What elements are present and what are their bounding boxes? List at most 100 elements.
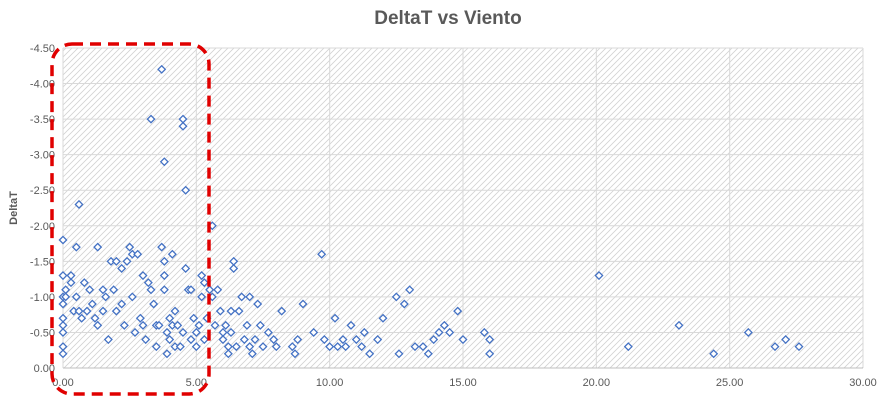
data-point — [439, 320, 449, 330]
data-point — [263, 327, 273, 337]
data-point — [58, 327, 68, 337]
data-point — [159, 157, 169, 167]
data-point — [215, 306, 225, 316]
data-point — [330, 313, 340, 323]
data-point — [298, 299, 308, 309]
x-tick-labels: 0.00 5.00 10.00 15.00 20.00 25.00 30.00 — [52, 377, 876, 389]
data-point — [111, 306, 121, 316]
y-tick-label: -4.50 — [30, 43, 55, 55]
data-point — [58, 349, 68, 359]
data-point — [199, 278, 209, 288]
data-point — [245, 342, 255, 352]
data-point — [365, 349, 375, 359]
data-point — [346, 320, 356, 330]
data-point — [135, 313, 145, 323]
data-point — [82, 306, 92, 316]
data-point — [423, 349, 433, 359]
data-point — [594, 271, 604, 281]
data-point — [373, 335, 383, 345]
data-point — [359, 327, 369, 337]
data-point — [111, 256, 121, 266]
data-point — [74, 199, 84, 209]
y-tick-label: -1.00 — [30, 292, 55, 304]
data-point — [74, 306, 84, 316]
data-point — [234, 306, 244, 316]
data-point — [210, 320, 220, 330]
data-point — [434, 327, 444, 337]
data-point — [87, 299, 97, 309]
data-point — [271, 342, 281, 352]
data-point — [157, 242, 167, 252]
data-point — [223, 349, 233, 359]
data-point — [197, 292, 207, 302]
data-point — [151, 342, 161, 352]
data-point — [199, 335, 209, 345]
highlight-dashed-box — [50, 42, 211, 396]
data-point — [90, 313, 100, 323]
data-point — [98, 285, 108, 295]
x-tick-label: 5.00 — [186, 377, 207, 389]
data-point — [141, 335, 151, 345]
y-tick-label: -4.00 — [30, 79, 55, 91]
data-point — [794, 342, 804, 352]
y-tick-label: -1.50 — [30, 256, 55, 268]
data-point — [58, 299, 68, 309]
data-point — [178, 327, 188, 337]
data-point — [127, 292, 137, 302]
data-point — [429, 335, 439, 345]
data-point — [351, 335, 361, 345]
data-point — [405, 285, 415, 295]
data-point — [149, 299, 159, 309]
data-point — [58, 235, 68, 245]
data-point — [58, 271, 68, 281]
data-point — [178, 121, 188, 131]
data-point — [743, 327, 753, 337]
data-point — [125, 242, 135, 252]
data-point — [159, 271, 169, 281]
data-point — [399, 299, 409, 309]
data-point — [770, 342, 780, 352]
data-point — [138, 271, 148, 281]
y-tick-label: -3.00 — [30, 150, 55, 162]
data-point — [485, 335, 495, 345]
data-point — [109, 285, 119, 295]
data-point — [181, 185, 191, 195]
data-point — [66, 278, 76, 288]
data-point — [378, 313, 388, 323]
data-point — [333, 342, 343, 352]
data-point — [133, 249, 143, 259]
data-point — [317, 249, 327, 259]
data-point — [485, 349, 495, 359]
data-point — [338, 335, 348, 345]
data-point — [165, 313, 175, 323]
data-points — [58, 64, 804, 359]
data-point — [319, 335, 329, 345]
data-point — [674, 320, 684, 330]
data-point — [103, 335, 113, 345]
data-point — [293, 335, 303, 345]
data-point — [191, 342, 201, 352]
data-point — [229, 263, 239, 273]
data-point — [623, 342, 633, 352]
data-point — [218, 335, 228, 345]
data-point — [269, 335, 279, 345]
data-point — [143, 278, 153, 288]
data-point — [130, 327, 140, 337]
data-point — [186, 335, 196, 345]
data-point — [79, 278, 89, 288]
data-point — [159, 256, 169, 266]
chart-title: DeltaT vs Viento — [374, 8, 521, 29]
data-point — [239, 335, 249, 345]
data-point — [237, 292, 247, 302]
data-point — [341, 342, 351, 352]
data-point — [245, 292, 255, 302]
data-point — [287, 342, 297, 352]
data-point — [325, 342, 335, 352]
y-tick-label: 0.00 — [34, 363, 55, 375]
data-point — [277, 306, 287, 316]
data-point — [119, 320, 129, 330]
data-point — [186, 285, 196, 295]
y-tick-label: -0.50 — [30, 327, 55, 339]
